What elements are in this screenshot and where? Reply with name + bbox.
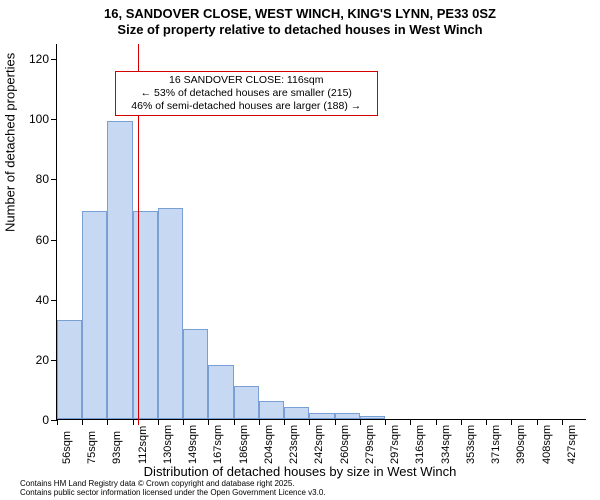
x-tick-label: 149sqm — [187, 425, 199, 464]
chart-title: 16, SANDOVER CLOSE, WEST WINCH, KING'S L… — [0, 0, 600, 39]
histogram-bar — [335, 413, 360, 419]
x-tick — [360, 419, 361, 425]
x-tick — [461, 419, 462, 425]
x-tick-label: 427sqm — [566, 425, 578, 464]
y-tick-label: 60 — [36, 233, 57, 247]
x-tick-label: 371sqm — [490, 425, 502, 464]
annotation-line: ← 53% of detached houses are smaller (21… — [120, 87, 372, 100]
x-tick — [208, 419, 209, 425]
x-tick — [335, 419, 336, 425]
x-tick-label: 408sqm — [541, 425, 553, 464]
title-line-1: 16, SANDOVER CLOSE, WEST WINCH, KING'S L… — [0, 6, 600, 22]
x-tick-label: 242sqm — [313, 425, 325, 464]
x-tick — [107, 419, 108, 425]
histogram-bar — [234, 386, 259, 419]
x-tick — [183, 419, 184, 425]
x-tick — [562, 419, 563, 425]
y-tick-label: 100 — [29, 112, 57, 126]
annotation-box: 16 SANDOVER CLOSE: 116sqm← 53% of detach… — [115, 71, 377, 116]
y-tick-label: 40 — [36, 293, 57, 307]
y-axis-label: Number of detached properties — [3, 53, 18, 232]
y-tick-label: 120 — [29, 52, 57, 66]
x-tick-label: 334sqm — [440, 425, 452, 464]
histogram-bar — [360, 416, 385, 419]
x-tick-label: 75sqm — [86, 431, 98, 464]
y-tick-label: 0 — [42, 413, 57, 427]
x-tick-label: 56sqm — [61, 431, 73, 464]
x-tick-label: 112sqm — [137, 426, 149, 464]
histogram-bar — [183, 329, 208, 419]
y-tick-label: 20 — [36, 353, 57, 367]
x-tick — [486, 419, 487, 425]
x-tick-label: 93sqm — [111, 431, 123, 464]
x-tick — [133, 419, 134, 425]
x-tick — [158, 419, 159, 425]
footnotes: Contains HM Land Registry data © Crown c… — [20, 479, 326, 498]
x-tick — [410, 419, 411, 425]
x-tick-label: 260sqm — [339, 425, 351, 464]
x-tick — [436, 419, 437, 425]
title-line-2: Size of property relative to detached ho… — [0, 22, 600, 38]
x-tick — [537, 419, 538, 425]
x-tick-label: 223sqm — [288, 425, 300, 464]
x-tick-label: 204sqm — [263, 425, 275, 464]
histogram-bar — [309, 413, 334, 419]
histogram-bar — [259, 401, 284, 419]
x-tick — [511, 419, 512, 425]
histogram-bar — [107, 121, 132, 419]
x-tick — [57, 419, 58, 425]
plot-area: 02040608010012056sqm75sqm93sqm112sqm130s… — [56, 44, 586, 420]
x-tick — [284, 419, 285, 425]
plot-wrapper: 02040608010012056sqm75sqm93sqm112sqm130s… — [56, 44, 586, 420]
x-axis-label: Distribution of detached houses by size … — [0, 464, 600, 479]
x-tick — [234, 419, 235, 425]
annotation-line: 16 SANDOVER CLOSE: 116sqm — [120, 74, 372, 87]
x-tick-label: 279sqm — [364, 425, 376, 464]
footnote-2: Contains public sector information licen… — [20, 488, 326, 498]
x-tick-label: 186sqm — [238, 425, 250, 464]
x-tick — [82, 419, 83, 425]
histogram-bar — [284, 407, 309, 419]
x-tick-label: 316sqm — [414, 425, 426, 464]
histogram-bar — [82, 211, 107, 419]
histogram-bar — [158, 208, 183, 419]
x-tick — [309, 419, 310, 425]
x-tick-label: 353sqm — [465, 425, 477, 464]
annotation-line: 46% of semi-detached houses are larger (… — [120, 100, 372, 113]
y-tick-label: 80 — [36, 172, 57, 186]
x-tick — [385, 419, 386, 425]
x-tick-label: 390sqm — [515, 425, 527, 464]
histogram-bar — [208, 365, 233, 419]
footnote-1: Contains HM Land Registry data © Crown c… — [20, 479, 326, 489]
histogram-bar — [133, 211, 158, 419]
x-tick-label: 130sqm — [162, 425, 174, 464]
x-tick-label: 167sqm — [212, 425, 224, 464]
x-tick-label: 297sqm — [389, 425, 401, 464]
histogram-bar — [57, 320, 82, 419]
x-tick — [259, 419, 260, 425]
